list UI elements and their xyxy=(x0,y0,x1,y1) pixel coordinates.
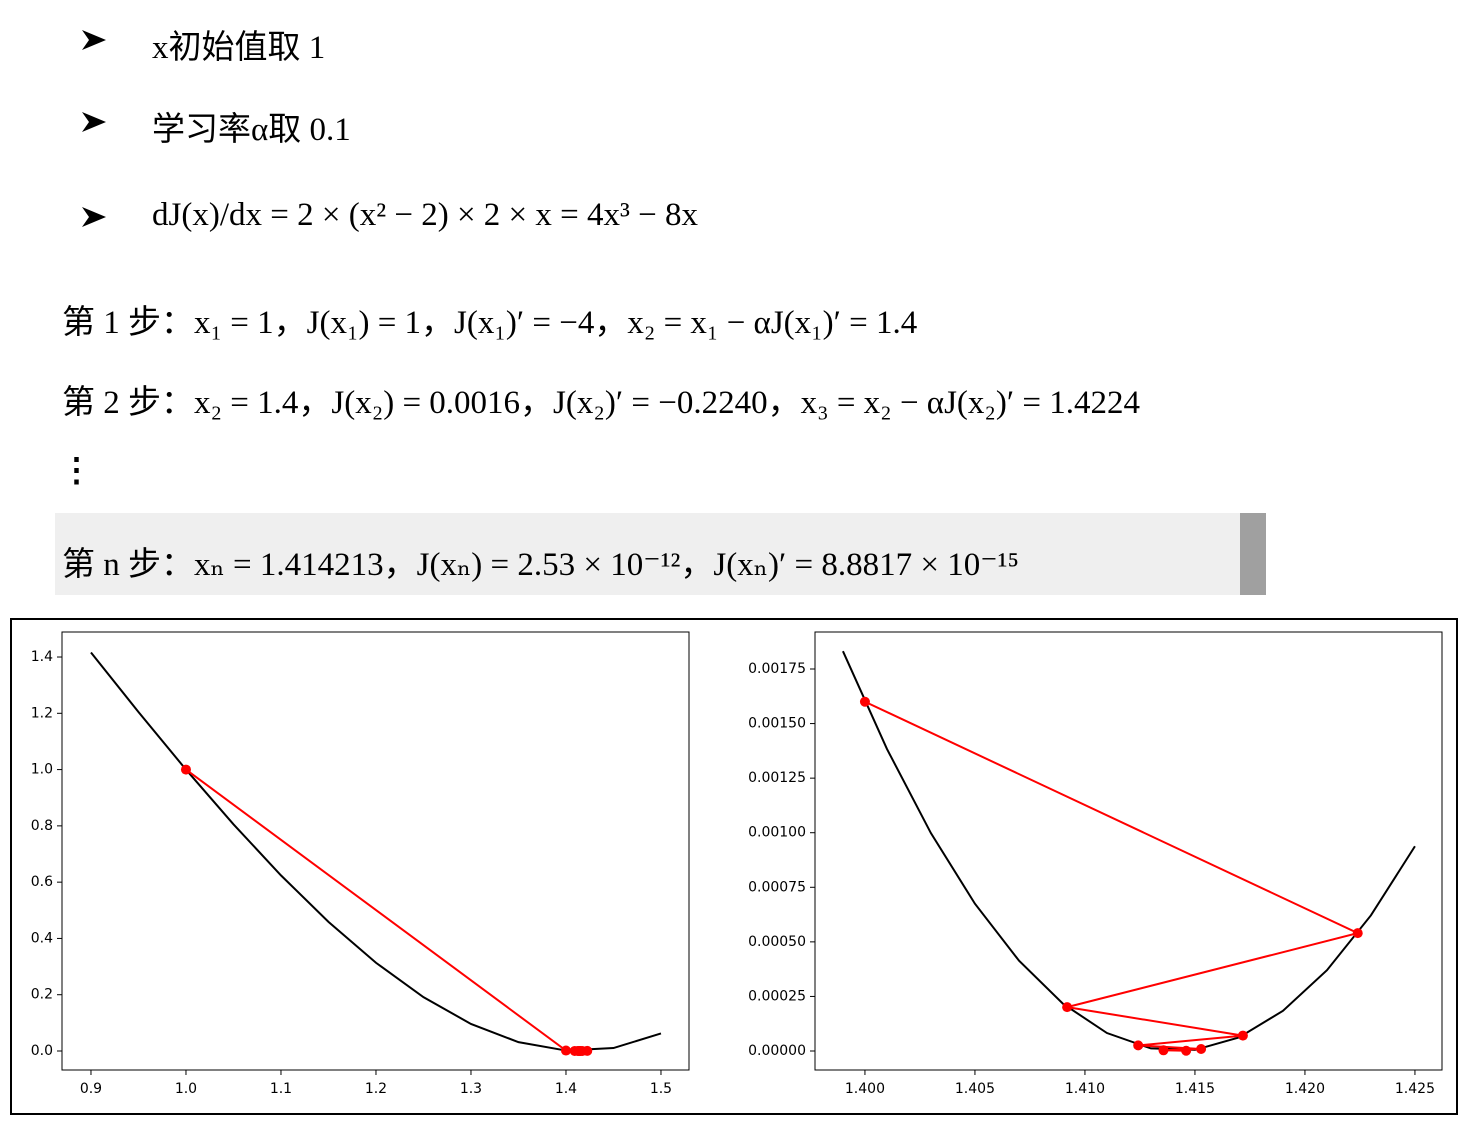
series-line xyxy=(185,768,588,1052)
point xyxy=(1181,1045,1192,1056)
bullet-icon xyxy=(82,30,106,50)
point xyxy=(180,764,191,775)
point xyxy=(1133,1040,1144,1051)
step-text: 第 1 步：x₁ = 1，J(x₁) = 1，J(x₁)′ = −4，x₂ = … xyxy=(62,305,918,341)
y-tick-label: 1.0 xyxy=(31,762,53,778)
y-tick-label: 0.00150 xyxy=(748,716,806,732)
figure-frame xyxy=(10,618,1458,1115)
x-tick-label: 1.3 xyxy=(460,1081,482,1097)
x-tick-label: 1.405 xyxy=(955,1081,995,1097)
y-tick-label: 0.8 xyxy=(31,818,53,834)
y-tick-label: 0.4 xyxy=(31,930,53,946)
axes-frame xyxy=(61,631,690,1071)
bullet-icon xyxy=(82,112,106,132)
x-tick-label: 1.425 xyxy=(1395,1081,1435,1097)
y-tick-label: 0.00075 xyxy=(748,879,806,895)
bullet-text: x初始值取 1 xyxy=(152,30,326,66)
step-text: 第 n 步：xₙ = 1.414213，J(xₙ) = 2.53 × 10⁻¹²… xyxy=(62,547,1020,583)
y-tick-label: 0.6 xyxy=(31,874,53,890)
point xyxy=(1062,1002,1073,1013)
x-tick-label: 1.2 xyxy=(365,1081,387,1097)
y-tick-label: 1.4 xyxy=(31,649,53,665)
x-tick-label: 0.9 xyxy=(80,1081,102,1097)
x-tick-label: 1.400 xyxy=(845,1081,885,1097)
axes-frame xyxy=(814,631,1443,1071)
bullet-text: 学习率α取 0.1 xyxy=(152,112,351,148)
y-tick-label: 0.2 xyxy=(31,987,53,1003)
point xyxy=(560,1045,571,1056)
plot-area xyxy=(90,651,662,1057)
y-tick-label: 0.0 xyxy=(31,1043,53,1059)
y-tick-label: 0.00175 xyxy=(748,661,806,677)
scrollbar xyxy=(1240,513,1266,595)
x-tick-label: 1.4 xyxy=(555,1081,577,1097)
point xyxy=(1237,1030,1248,1041)
point xyxy=(1158,1045,1169,1056)
x-tick-label: 1.415 xyxy=(1175,1081,1215,1097)
point xyxy=(574,1046,585,1057)
point xyxy=(1196,1044,1207,1055)
bullet-icon xyxy=(82,207,106,227)
y-tick-label: 0.00050 xyxy=(748,934,806,950)
highlight xyxy=(55,513,1240,595)
series-line xyxy=(90,651,662,1052)
plot-area xyxy=(842,650,1416,1056)
x-tick-label: 1.420 xyxy=(1285,1081,1325,1097)
y-tick-label: 0.00125 xyxy=(748,770,806,786)
ellipsis: ⋮ xyxy=(60,453,93,489)
step-text: 第 2 步：x₂ = 1.4，J(x₂) = 0.0016，J(x₂)′ = −… xyxy=(62,385,1140,421)
y-tick-label: 1.2 xyxy=(31,705,53,721)
point xyxy=(859,696,870,707)
y-tick-label: 0.00000 xyxy=(748,1043,806,1059)
y-tick-label: 0.00025 xyxy=(748,988,806,1004)
point xyxy=(1352,928,1363,939)
x-tick-label: 1.1 xyxy=(270,1081,292,1097)
x-tick-label: 1.410 xyxy=(1065,1081,1105,1097)
x-tick-label: 1.0 xyxy=(175,1081,197,1097)
series-line xyxy=(864,700,1361,1052)
bullet-text: dJ(x)/dx = 2 × (x² − 2) × 2 × x = 4x³ − … xyxy=(152,197,699,233)
series-line xyxy=(842,650,1416,1051)
y-tick-label: 0.00100 xyxy=(748,825,806,841)
x-tick-label: 1.5 xyxy=(650,1081,672,1097)
